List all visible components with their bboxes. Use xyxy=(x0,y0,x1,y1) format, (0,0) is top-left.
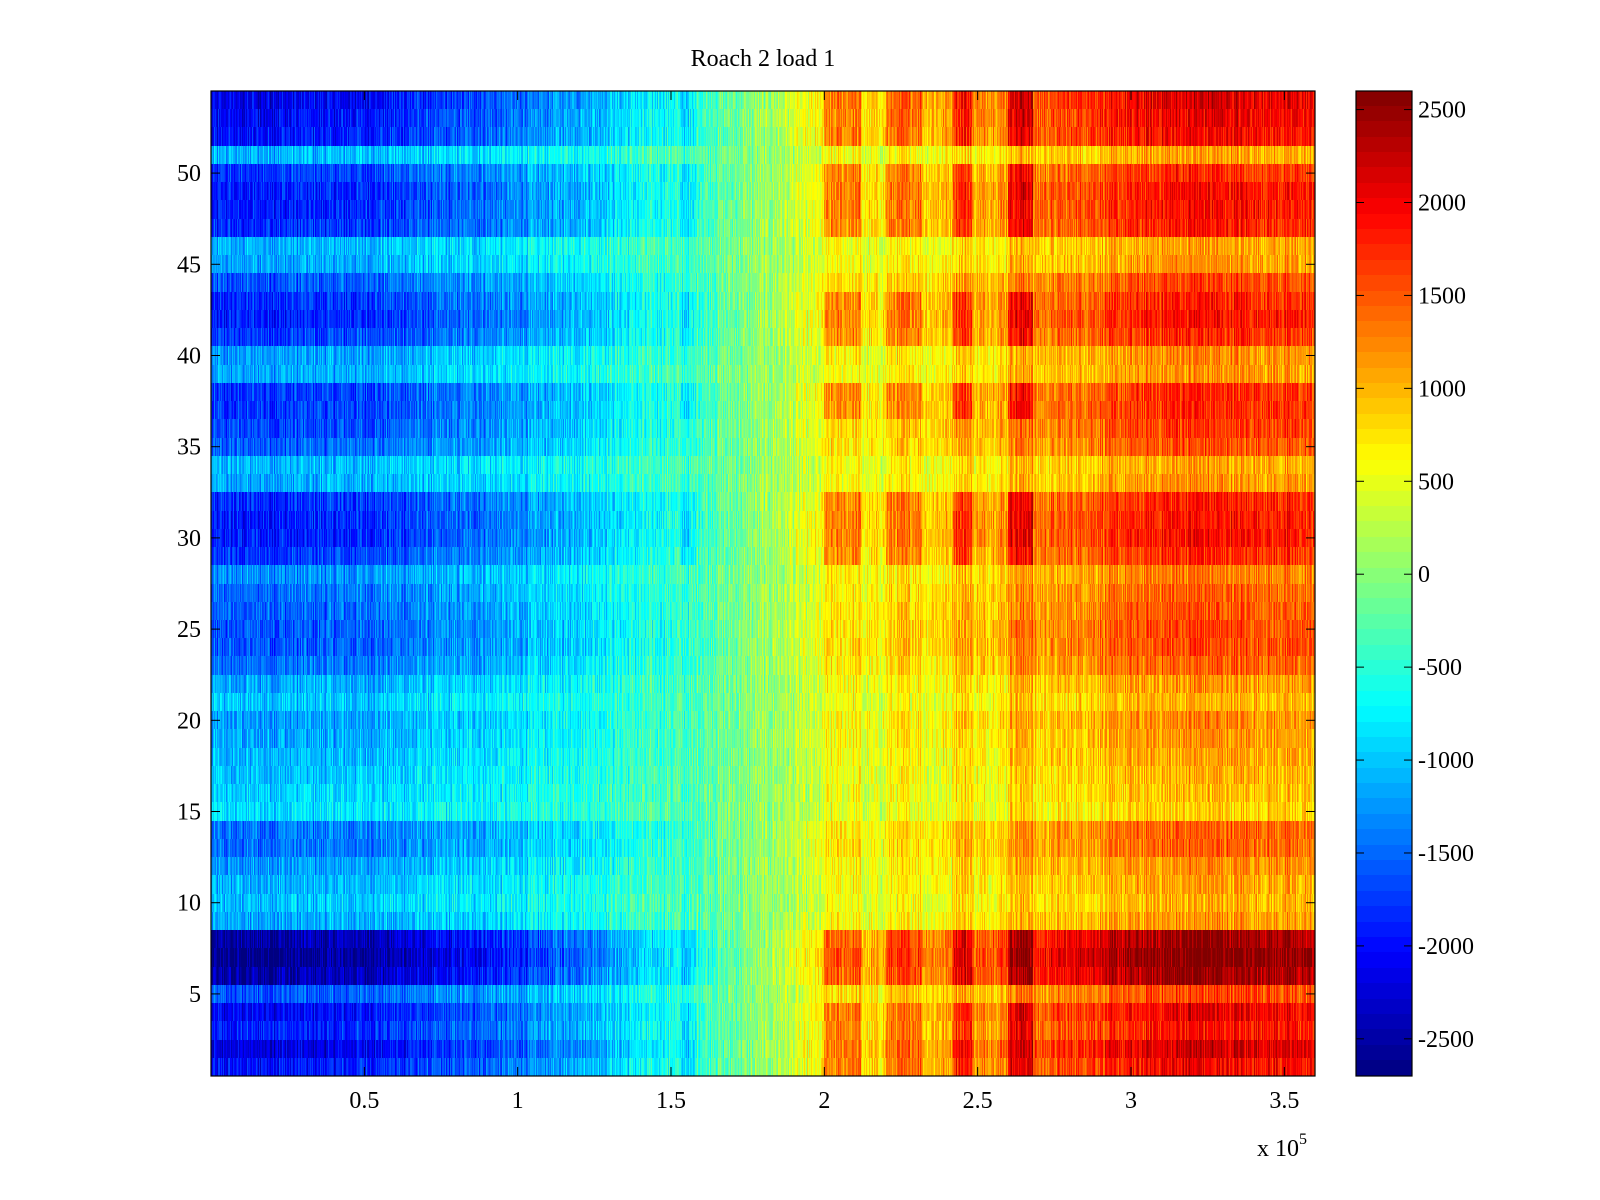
x-multiplier-label: x 105 xyxy=(1257,1131,1307,1162)
x-multiplier-base: x 10 xyxy=(1257,1136,1299,1162)
y-tick-label: 40 xyxy=(177,343,201,369)
colorbar-tick-label: 2000 xyxy=(1418,191,1466,217)
plot-frame xyxy=(210,90,1316,1077)
y-tick-label: 30 xyxy=(177,526,201,552)
colorbar-tick-label: -2500 xyxy=(1418,1027,1474,1053)
colorbar-tick-label: 1500 xyxy=(1418,283,1466,309)
x-axis: 0.5 1 1.5 2 2.5 3 3.5 xyxy=(349,91,1299,1114)
y-tick-label: 50 xyxy=(177,161,201,187)
y-tick-label: 45 xyxy=(177,252,201,278)
y-tick-label: 20 xyxy=(177,708,201,734)
y-tick-label: 25 xyxy=(177,617,201,643)
y-axis: 5 10 15 20 25 30 35 40 45 50 xyxy=(177,161,1315,1008)
x-multiplier-exponent: 5 xyxy=(1299,1131,1307,1148)
x-tick-label: 0.5 xyxy=(349,1088,379,1114)
x-tick-label: 1 xyxy=(512,1088,524,1114)
colorbar-tick-label: -500 xyxy=(1418,655,1462,681)
y-tick-label: 10 xyxy=(177,891,201,917)
colorbar-axis: 2500 2000 1500 1000 500 0 -500 -1000 -1500 -2000 -… xyxy=(1356,98,1474,1053)
colorbar-tick-label: -2000 xyxy=(1418,934,1474,960)
colorbar-tick-label: 2500 xyxy=(1418,98,1466,124)
y-tick-label: 5 xyxy=(189,982,201,1008)
colorbar-tick-label: 0 xyxy=(1418,562,1430,588)
colorbar-image xyxy=(1356,91,1412,1076)
x-tick-label: 3.5 xyxy=(1269,1088,1299,1114)
x-tick-label: 1.5 xyxy=(656,1088,686,1114)
colorbar-tick-label: -1000 xyxy=(1418,748,1474,774)
colorbar-tick-label: -1500 xyxy=(1418,841,1474,867)
colorbar-frame xyxy=(1355,90,1413,1077)
chart-title: Roach 2 load 1 xyxy=(691,46,836,72)
x-tick-label: 2.5 xyxy=(963,1088,993,1114)
colorbar-tick-label: 1000 xyxy=(1418,376,1466,402)
x-tick-label: 2 xyxy=(818,1088,830,1114)
heatmap-image xyxy=(211,91,1315,1076)
y-tick-label: 15 xyxy=(177,800,201,826)
y-tick-label: 35 xyxy=(177,435,201,461)
x-tick-label: 3 xyxy=(1125,1088,1137,1114)
colorbar-tick-label: 500 xyxy=(1418,469,1454,495)
